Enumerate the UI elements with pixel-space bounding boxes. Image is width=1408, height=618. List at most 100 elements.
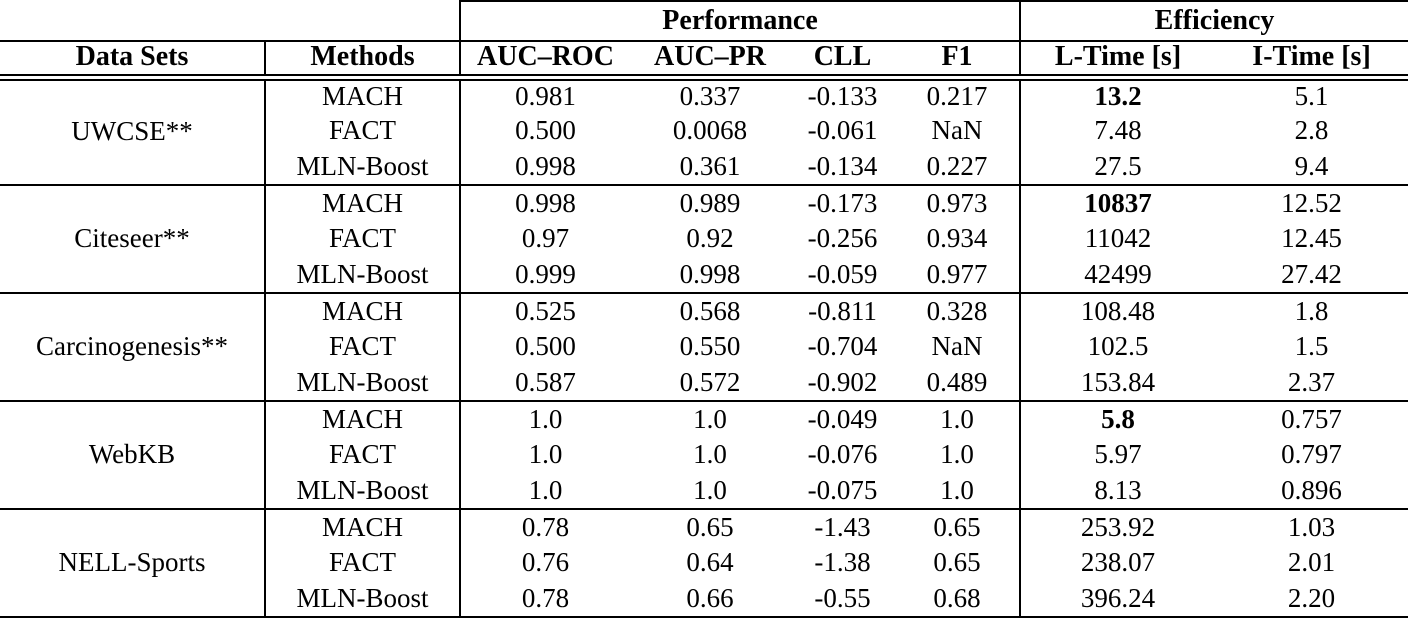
results-table-body: UWCSE** MACH 0.981 0.337 -0.133 0.217 13.2 5.1 F… xyxy=(0,77,1408,618)
value-cell: 0.525 xyxy=(515,295,576,326)
table-row: Carcinogenesis** MACH 0.525 0.568 -0.811 0.32… xyxy=(0,293,1408,402)
col-header-cll: CLL xyxy=(790,40,895,81)
method-cell: MLN-Boost xyxy=(265,257,461,294)
method-cell: MACH xyxy=(265,77,461,113)
table-row: FACT 0.97 0.92 -0.256 0.934 11042 12.45 xyxy=(0,221,1408,257)
value-cell: 0.572 xyxy=(630,365,790,402)
value-cell: 27.5 xyxy=(1020,149,1216,186)
value-cell: -0.049 xyxy=(807,403,878,434)
value-cell: 0.981 xyxy=(515,80,576,111)
value-cell: 0.337 xyxy=(679,80,741,111)
value-cell: 0.65 xyxy=(895,545,1022,581)
value-cell: 0.587 xyxy=(460,365,630,402)
dataset-cell: UWCSE** xyxy=(0,77,266,186)
value-cell: -0.811 xyxy=(808,295,877,326)
value-cell: 12.52 xyxy=(1281,187,1342,218)
col-header-methods: Methods xyxy=(265,40,461,81)
method-cell: FACT xyxy=(265,329,461,365)
method-cell: MLN-Boost xyxy=(265,365,461,402)
value-cell: 2.37 xyxy=(1215,365,1408,402)
value-cell: 0.973 xyxy=(895,185,1022,221)
value-cell: 1.0 xyxy=(895,401,1022,437)
value-cell: -0.173 xyxy=(807,187,878,218)
value-cell: -0.059 xyxy=(790,257,895,294)
value-cell: 0.500 xyxy=(515,115,576,146)
value-cell: 1.0 xyxy=(528,439,563,470)
method-cell: MACH xyxy=(265,509,461,545)
method-cell: MACH xyxy=(265,185,461,221)
method-cell: MACH xyxy=(265,293,461,329)
table-row: WebKB MACH 1.0 1.0 -0.049 1.0 5.8 0.757 xyxy=(0,401,1408,510)
table-row: Citeseer** MACH 0.998 0.989 -0.173 0.973 10837… xyxy=(0,185,1408,294)
table-row: FACT 1.0 1.0 -0.076 1.0 5.97 0.797 xyxy=(0,437,1408,473)
value-cell: 238.07 xyxy=(1080,547,1156,578)
table-row: UWCSE** MACH 0.981 0.337 -0.133 0.217 13.2 5.1 xyxy=(0,77,1408,186)
method-cell: MACH xyxy=(265,401,461,437)
value-cell: 0.66 xyxy=(630,581,790,618)
value-cell: 0.65 xyxy=(686,511,734,542)
value-cell: 5.1 xyxy=(1294,80,1329,111)
value-cell: -0.256 xyxy=(807,223,878,254)
col-header-l-time: L-Time [s] xyxy=(1020,40,1216,81)
method-cell: MLN-Boost xyxy=(265,149,461,186)
value-cell: 42499 xyxy=(1020,257,1216,294)
dataset-cell: NELL-Sports xyxy=(0,509,266,618)
value-cell: 1.0 xyxy=(693,403,727,434)
value-cell: 0.489 xyxy=(895,365,1022,402)
value-cell: 12.45 xyxy=(1281,223,1342,254)
table-row: MLN-Boost 0.78 0.66 -0.55 0.68 396.24 2.20 xyxy=(0,581,1408,618)
value-cell: 13.2 xyxy=(1094,80,1142,111)
col-header-f1: F1 xyxy=(895,40,1022,81)
value-cell: NaN xyxy=(895,113,1022,149)
value-cell: 153.84 xyxy=(1020,365,1216,402)
value-cell: 1.0 xyxy=(528,403,563,434)
value-cell: -0.55 xyxy=(790,581,895,618)
value-cell: 0.0068 xyxy=(672,115,748,146)
table-row: MLN-Boost 0.999 0.998 -0.059 0.977 42499 27.42 xyxy=(0,257,1408,294)
value-cell: 2.20 xyxy=(1215,581,1408,618)
value-cell: 0.998 xyxy=(515,187,576,218)
value-cell: 0.998 xyxy=(630,257,790,294)
value-cell: 0.934 xyxy=(895,221,1022,257)
value-cell: -0.061 xyxy=(807,115,878,146)
table-row: NELL-Sports MACH 0.78 0.65 -1.43 0.65 253.92 1.… xyxy=(0,509,1408,618)
value-cell: 0.550 xyxy=(679,331,741,362)
value-cell: 1.0 xyxy=(895,473,1022,510)
value-cell: -1.43 xyxy=(814,511,871,542)
value-cell: 1.5 xyxy=(1294,331,1329,362)
value-cell: 0.998 xyxy=(460,149,630,186)
col-header-i-time: I-Time [s] xyxy=(1215,40,1408,81)
value-cell: 5.97 xyxy=(1094,439,1142,470)
value-cell: 11042 xyxy=(1084,223,1152,254)
method-cell: FACT xyxy=(265,113,461,149)
value-cell: 8.13 xyxy=(1020,473,1216,510)
value-cell: 0.92 xyxy=(686,223,734,254)
value-cell: 0.76 xyxy=(521,547,570,578)
value-cell: 0.797 xyxy=(1281,439,1342,470)
method-cell: FACT xyxy=(265,221,461,257)
header-spacer xyxy=(0,1,460,41)
table-row: FACT 0.500 0.0068 -0.061 NaN 7.48 2.8 xyxy=(0,113,1408,149)
value-cell: 0.989 xyxy=(679,187,741,218)
value-cell: 0.97 xyxy=(521,223,570,254)
value-cell: -1.38 xyxy=(814,547,871,578)
value-cell: 0.977 xyxy=(895,257,1022,294)
value-cell: 1.0 xyxy=(693,439,727,470)
value-cell: 0.999 xyxy=(460,257,630,294)
value-cell: 1.03 xyxy=(1287,511,1336,542)
method-cell: MLN-Boost xyxy=(265,581,461,618)
value-cell: 0.328 xyxy=(895,293,1022,329)
value-cell: 0.896 xyxy=(1215,473,1408,510)
value-cell: 0.64 xyxy=(686,547,734,578)
value-cell: 0.65 xyxy=(895,509,1022,545)
table-row: MLN-Boost 1.0 1.0 -0.075 1.0 8.13 0.896 xyxy=(0,473,1408,510)
value-cell: 27.42 xyxy=(1215,257,1408,294)
value-cell: 1.0 xyxy=(895,437,1022,473)
col-header-auc-roc: AUC–ROC xyxy=(460,40,630,81)
table-row: MLN-Boost 0.998 0.361 -0.134 0.227 27.5 9.4 xyxy=(0,149,1408,186)
col-header-data-sets: Data Sets xyxy=(0,40,266,81)
value-cell: 0.757 xyxy=(1281,403,1342,434)
value-cell: 2.01 xyxy=(1287,547,1336,578)
table-row: FACT 0.76 0.64 -1.38 0.65 238.07 2.01 xyxy=(0,545,1408,581)
value-cell: 0.500 xyxy=(515,331,576,362)
